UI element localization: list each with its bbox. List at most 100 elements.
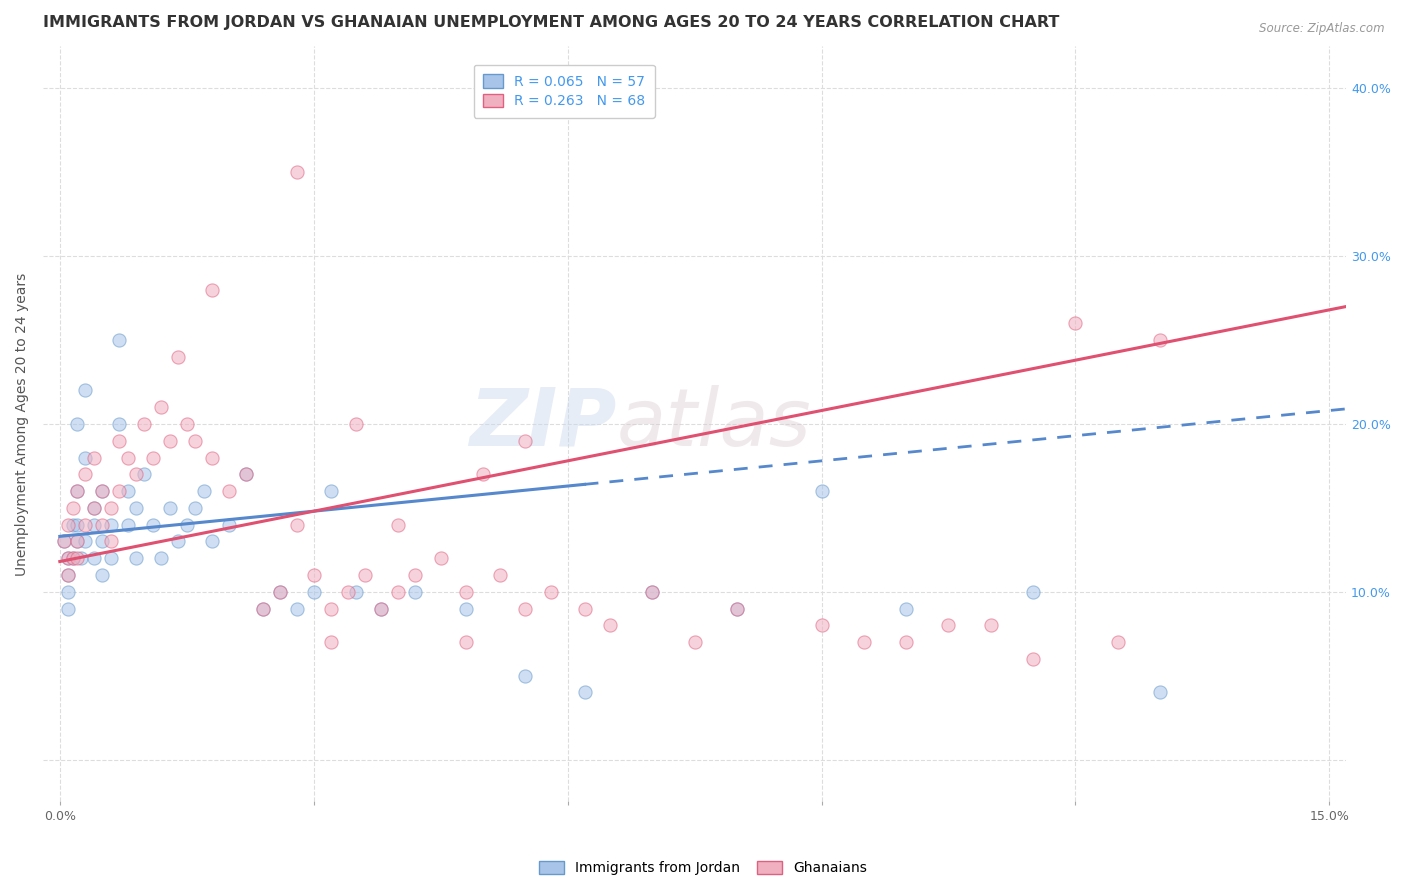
Point <box>100 500 122 515</box>
Point <box>683 635 706 649</box>
Point <box>83 500 105 515</box>
Point <box>150 400 173 414</box>
Point <box>810 484 832 499</box>
Point <box>66 484 89 499</box>
Point <box>108 417 131 431</box>
Point <box>66 484 89 499</box>
Point <box>58 568 80 582</box>
Legend: Immigrants from Jordan, Ghanaians: Immigrants from Jordan, Ghanaians <box>533 855 873 880</box>
Point <box>75 517 97 532</box>
Point <box>252 601 274 615</box>
Point <box>515 668 537 682</box>
Point <box>894 635 917 649</box>
Point <box>100 534 122 549</box>
Point <box>370 601 392 615</box>
Point <box>83 517 105 532</box>
Point <box>167 534 190 549</box>
Point <box>1149 685 1171 699</box>
Point <box>58 551 80 566</box>
Point <box>489 568 512 582</box>
Point <box>1022 652 1045 666</box>
Point <box>150 551 173 566</box>
Point <box>201 450 224 465</box>
Point <box>599 618 621 632</box>
Point <box>125 551 148 566</box>
Point <box>404 568 426 582</box>
Point <box>201 534 224 549</box>
Point <box>302 584 325 599</box>
Point <box>725 601 748 615</box>
Point <box>75 384 97 398</box>
Point <box>218 484 240 499</box>
Point <box>58 517 80 532</box>
Point <box>184 434 207 448</box>
Point <box>319 484 342 499</box>
Point <box>134 417 156 431</box>
Point <box>142 517 165 532</box>
Point <box>574 601 596 615</box>
Point <box>454 601 477 615</box>
Point <box>184 500 207 515</box>
Point <box>980 618 1002 632</box>
Point <box>302 568 325 582</box>
Point <box>454 635 477 649</box>
Point <box>91 484 114 499</box>
Point <box>1107 635 1129 649</box>
Point <box>75 467 97 482</box>
Point <box>91 484 114 499</box>
Point <box>75 534 97 549</box>
Point <box>810 618 832 632</box>
Point <box>370 601 392 615</box>
Point <box>62 551 84 566</box>
Point <box>641 584 664 599</box>
Text: atlas: atlas <box>616 385 811 463</box>
Point <box>91 517 114 532</box>
Point <box>62 551 84 566</box>
Point <box>1149 333 1171 347</box>
Point <box>58 551 80 566</box>
Point <box>66 517 89 532</box>
Point <box>1064 316 1087 330</box>
Point <box>454 584 477 599</box>
Point <box>117 517 139 532</box>
Point <box>83 551 105 566</box>
Point <box>142 450 165 465</box>
Point <box>125 500 148 515</box>
Point <box>938 618 960 632</box>
Point <box>387 517 409 532</box>
Point <box>353 568 375 582</box>
Point <box>515 434 537 448</box>
Point <box>344 584 367 599</box>
Point <box>58 568 80 582</box>
Point <box>83 450 105 465</box>
Point <box>108 484 131 499</box>
Point <box>66 534 89 549</box>
Point <box>53 534 76 549</box>
Point <box>176 517 198 532</box>
Point <box>641 584 664 599</box>
Point <box>83 500 105 515</box>
Point <box>117 484 139 499</box>
Point <box>75 450 97 465</box>
Point <box>269 584 291 599</box>
Point <box>58 584 80 599</box>
Point <box>285 517 308 532</box>
Point <box>58 601 80 615</box>
Point <box>159 434 181 448</box>
Point <box>319 601 342 615</box>
Point <box>108 434 131 448</box>
Point <box>515 601 537 615</box>
Point <box>344 417 367 431</box>
Point <box>269 584 291 599</box>
Point <box>540 584 562 599</box>
Point <box>167 350 190 364</box>
Point <box>404 584 426 599</box>
Point <box>125 467 148 482</box>
Text: IMMIGRANTS FROM JORDAN VS GHANAIAN UNEMPLOYMENT AMONG AGES 20 TO 24 YEARS CORREL: IMMIGRANTS FROM JORDAN VS GHANAIAN UNEMP… <box>44 15 1059 30</box>
Point <box>108 333 131 347</box>
Point <box>319 635 342 649</box>
Point <box>218 517 240 532</box>
Point <box>852 635 875 649</box>
Point <box>62 517 84 532</box>
Point <box>235 467 257 482</box>
